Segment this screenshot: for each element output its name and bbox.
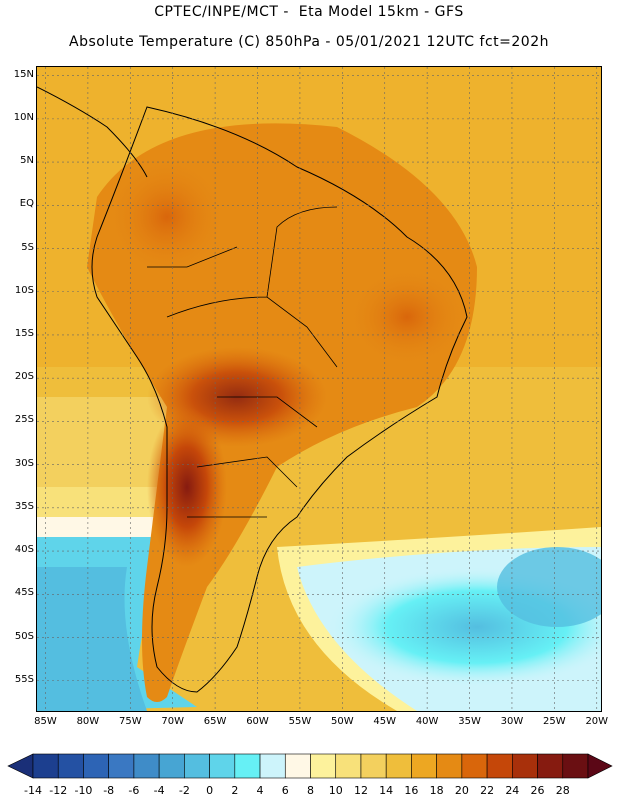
longitude-tick-label: 65W <box>203 716 227 727</box>
field-northeast-hot <box>347 267 467 367</box>
colorbar-tick-label: 2 <box>231 784 239 797</box>
latitude-tick-label: 50S <box>14 630 34 642</box>
latitude-tick-label: EQ <box>19 198 34 210</box>
colorbar-segment <box>259 753 286 779</box>
colorbar-segment <box>411 753 437 779</box>
colorbar-tick-label: 0 <box>206 784 214 797</box>
colorbar-segment <box>158 753 185 779</box>
chart-title-line2: Absolute Temperature (C) 850hPa - 05/01/… <box>69 34 549 50</box>
colorbar-tick-label: 8 <box>307 784 314 797</box>
colorbar-tick-label: 4 <box>256 784 264 797</box>
longitude-tick-label: 60W <box>246 716 269 727</box>
latitude-tick-label: 5N <box>20 155 34 167</box>
longitude-tick-label: 40W <box>415 716 439 727</box>
colorbar-segment <box>562 753 589 779</box>
colorbar-tick-label: 18 <box>429 784 444 797</box>
colorbar-segment <box>385 753 412 779</box>
longitude-tick-label: 20W <box>585 716 609 727</box>
longitude-tick-label: 75W <box>118 716 142 727</box>
chart-title-line1: CPTEC/INPE/MCT - Eta Model 15km - GFS <box>154 4 464 20</box>
colorbar-tick-label: 28 <box>555 784 570 797</box>
colorbar-segment <box>234 753 261 779</box>
colorbar-tick-label: 20 <box>454 784 469 797</box>
colorbar-over-arrow <box>587 753 613 779</box>
colorbar-tick-label: 14 <box>379 784 394 797</box>
colorbar-segment <box>83 753 109 779</box>
colorbar-tick-label: 10 <box>328 784 343 797</box>
colorbar-segment <box>310 753 337 779</box>
colorbar-tick-label: -4 <box>153 784 165 797</box>
field-north-hot <box>107 157 227 277</box>
latitude-tick-label: 25S <box>14 414 34 426</box>
longitude-tick-label: 35W <box>458 716 481 727</box>
colorbar-segment <box>461 753 488 779</box>
longitude-tick-label: 30W <box>500 716 524 727</box>
latitude-tick-label: 55S <box>14 673 34 685</box>
longitude-tick-label: 25W <box>543 716 566 727</box>
latitude-tick-label: 45S <box>14 587 34 599</box>
latitude-tick-label: 15S <box>14 327 34 339</box>
latitude-tick-label: 35S <box>14 500 34 512</box>
colorbar-segment <box>537 753 564 779</box>
latitude-tick-label: 10S <box>14 284 34 296</box>
colorbar-tick-label: -10 <box>74 784 93 797</box>
colorbar-tick-label: -6 <box>128 784 140 797</box>
colorbar-tick-label: -8 <box>103 784 115 797</box>
colorbar-segment <box>512 753 538 779</box>
colorbar-tick-label: 12 <box>353 784 368 797</box>
colorbar <box>7 753 613 779</box>
colorbar-tick-label: -14 <box>24 784 42 797</box>
central-america-coast <box>37 86 148 178</box>
colorbar-segment <box>184 753 210 779</box>
colorbar-tick-label: 22 <box>480 784 495 797</box>
latitude-tick-label: 5S <box>21 241 34 253</box>
colorbar-tick-label: 26 <box>530 784 545 797</box>
colorbar-segment <box>108 753 135 779</box>
field-south-pacific-colder <box>37 567 147 711</box>
temperature-map <box>36 66 602 712</box>
colorbar-segment <box>436 753 463 779</box>
longitude-tick-label: 70W <box>161 716 184 727</box>
colorbar-under-arrow <box>7 753 34 779</box>
country-borders <box>147 206 338 518</box>
latitude-tick-label: 30S <box>14 457 34 469</box>
longitude-tick-label: 55W <box>288 716 312 727</box>
colorbar-segment <box>209 753 236 779</box>
colorbar-segment <box>32 753 59 779</box>
colorbar-segment <box>486 753 513 779</box>
colorbar-tick-label: 6 <box>281 784 289 797</box>
colorbar-segment <box>360 753 387 779</box>
colorbar-segment <box>57 753 84 779</box>
coastline <box>91 106 468 693</box>
colorbar-segment <box>133 753 160 779</box>
colorbar-tick-label: 24 <box>505 784 520 797</box>
latitude-tick-label: 20S <box>14 371 34 383</box>
latitude-tick-label: 40S <box>14 544 34 556</box>
longitude-tick-label: 50W <box>331 716 354 727</box>
colorbar-segment <box>284 753 311 779</box>
field-cold-core <box>497 547 601 627</box>
map-canvas <box>37 67 601 711</box>
longitude-tick-label: 85W <box>34 716 57 727</box>
longitude-tick-label: 45W <box>373 716 397 727</box>
latitude-tick-label: 15N <box>13 68 34 80</box>
colorbar-tick-label: -2 <box>178 784 190 797</box>
colorbar-tick-label: -12 <box>49 784 68 797</box>
longitude-tick-label: 80W <box>76 716 100 727</box>
graticule <box>37 67 601 711</box>
colorbar-segment <box>335 753 362 779</box>
latitude-tick-label: 10N <box>13 111 34 123</box>
colorbar-tick-label: 16 <box>404 784 419 797</box>
